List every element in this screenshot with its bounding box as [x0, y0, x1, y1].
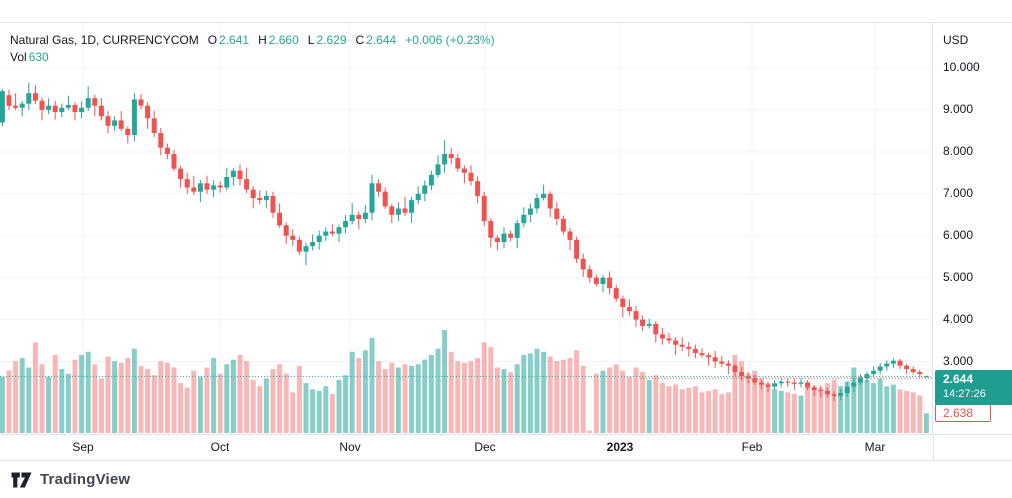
time-label-Sep: Sep: [72, 440, 94, 454]
time-label-Feb: Feb: [741, 440, 763, 454]
low-label: L: [307, 33, 315, 47]
price-tick-3.000: 3.000: [943, 354, 974, 368]
candlestick-chart: [0, 23, 932, 434]
time-label-Oct: Oct: [210, 440, 230, 454]
footer: TradingView: [0, 461, 1012, 498]
close-label: C: [355, 33, 365, 47]
currency-label: USD: [943, 33, 969, 47]
close-value: 2.644: [366, 33, 397, 47]
axis-corner-border: [933, 435, 934, 461]
time-label-Nov: Nov: [339, 440, 361, 454]
time-label-Dec: Dec: [474, 440, 496, 454]
last-price-badge: 2.644 14:27:26: [935, 370, 1012, 405]
legend-line-volume: Vol 630: [10, 49, 495, 66]
price-tick-6.000: 6.000: [943, 228, 974, 242]
price-tick-8.000: 8.000: [943, 144, 974, 158]
price-tick-7.000: 7.000: [943, 186, 974, 200]
prev-close-value: 2.638: [943, 406, 974, 420]
open-label: O: [207, 33, 218, 47]
price-tick-10.000: 10.000: [943, 60, 980, 74]
chart-pane[interactable]: Natural Gas, 1D, CURRENCYCOM O 2.641 H 2.660…: [0, 23, 933, 434]
symbol-title: Natural Gas, 1D, CURRENCYCOM: [10, 33, 199, 47]
prev-close-badge: 2.638: [935, 404, 991, 422]
time-label-2023: 2023: [606, 440, 634, 454]
price-tick-5.000: 5.000: [943, 270, 974, 284]
open-value: 2.641: [219, 33, 250, 47]
price-tick-4.000: 4.000: [943, 312, 974, 326]
low-value: 2.629: [316, 33, 347, 47]
price-tick-9.000: 9.000: [943, 102, 974, 116]
price-axis[interactable]: USD 10.000 9.000 8.000 7.000 6.000 5.000 4.000…: [934, 23, 1012, 434]
legend-line-symbol: Natural Gas, 1D, CURRENCYCOM O 2.641 H 2.660…: [10, 32, 495, 49]
time-axis[interactable]: Sep Oct Nov Dec 2023 Feb Mar: [0, 434, 1012, 461]
tradingview-brand-link[interactable]: TradingView: [40, 471, 131, 488]
tradingview-logo-icon[interactable]: [10, 470, 33, 490]
high-value: 2.660: [268, 33, 299, 47]
high-label: H: [258, 33, 267, 47]
last-price-value: 2.644: [943, 372, 974, 386]
change-value: +0.006 (+0.23%): [405, 33, 495, 47]
time-label-Mar: Mar: [864, 440, 886, 454]
last-price-countdown: 14:27:26: [943, 388, 986, 400]
widget-top-border: [0, 22, 1012, 23]
volume-label: Vol: [10, 50, 27, 64]
chart-legend: Natural Gas, 1D, CURRENCYCOM O 2.641 H 2.660…: [10, 32, 495, 66]
volume-value: 630: [28, 50, 49, 64]
